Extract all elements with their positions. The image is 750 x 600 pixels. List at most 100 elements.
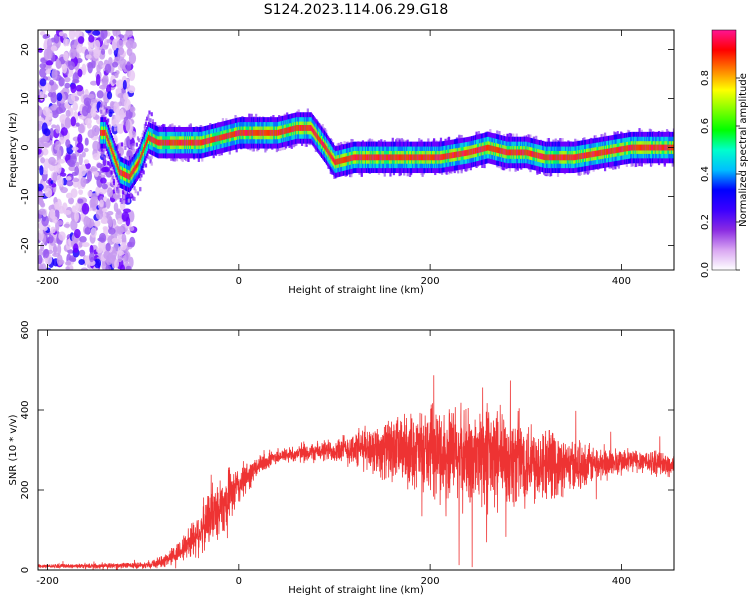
heat-cell: [350, 173, 353, 178]
heat-cell: [308, 125, 311, 131]
heat-cell: [586, 152, 588, 159]
heat-cell: [173, 139, 176, 146]
heat-cell: [502, 148, 505, 155]
heat-cell: [336, 143, 339, 148]
heat-cell: [408, 171, 412, 176]
heat-cell: [461, 150, 464, 157]
heat-cell: [640, 129, 643, 134]
heat-cell: [496, 146, 498, 153]
heat-cell: [55, 140, 62, 148]
heat-cell: [283, 145, 286, 150]
heat-cell: [188, 139, 190, 146]
heat-cell: [148, 118, 151, 123]
heat-cell: [289, 126, 291, 133]
heat-cell: [471, 148, 473, 155]
heat-cell: [132, 145, 135, 150]
heat-cell: [616, 131, 619, 136]
heat-cell: [572, 154, 575, 161]
heat-cell: [102, 112, 105, 117]
heat-cell: [116, 79, 124, 90]
heat-cell: [124, 98, 131, 111]
heat-cell: [577, 153, 579, 160]
heat-cell: [335, 159, 337, 165]
heat-cell: [143, 147, 145, 153]
heat-cell: [147, 137, 149, 144]
heat-cell: [343, 157, 345, 163]
heat-cell: [487, 144, 489, 151]
heat-cell: [383, 154, 385, 161]
heat-cell: [218, 152, 221, 157]
heat-cell: [78, 249, 86, 257]
heat-cell: [107, 160, 110, 165]
heat-cell: [535, 151, 537, 158]
heat-cell: [112, 30, 118, 37]
heat-cell: [160, 124, 164, 129]
heat-cell: [117, 92, 125, 99]
heat-cell: [552, 139, 555, 144]
heat-cell: [552, 154, 554, 161]
heat-cell: [106, 91, 113, 100]
heat-cell: [498, 131, 501, 136]
heat-cell: [262, 129, 265, 136]
heat-cell: [591, 151, 594, 158]
heat-cell: [111, 175, 114, 180]
heat-cell: [306, 125, 309, 131]
heat-cell: [284, 127, 287, 134]
heat-cell: [420, 171, 423, 176]
heat-cell: [106, 135, 109, 142]
heat-cell: [103, 105, 106, 110]
heat-cell: [321, 139, 323, 146]
heat-cell: [536, 170, 539, 175]
heat-cell: [81, 242, 90, 248]
heat-cell: [227, 132, 229, 139]
heat-cell: [264, 148, 267, 153]
heat-cell: [422, 154, 424, 161]
heat-cell: [100, 30, 108, 40]
heat-cell: [509, 149, 511, 156]
heat-cell: [75, 161, 80, 168]
heat-cell: [398, 139, 401, 144]
heat-cell: [100, 177, 107, 184]
heat-cell: [389, 172, 392, 177]
heat-cell: [458, 134, 461, 139]
heat-cell: [129, 236, 136, 248]
heat-cell: [595, 150, 597, 157]
heat-cell: [70, 188, 78, 198]
heat-cell: [649, 129, 653, 134]
heat-cell: [472, 148, 474, 155]
heat-cell: [70, 83, 77, 94]
heat-cell: [431, 154, 433, 161]
heat-cell: [295, 125, 297, 132]
heat-cell: [367, 154, 370, 161]
heat-cell: [359, 154, 361, 161]
heat-cell: [488, 144, 490, 151]
heat-cell: [49, 127, 54, 140]
heat-cell: [175, 157, 179, 162]
heat-cell: [55, 106, 63, 115]
heat-cell: [550, 154, 553, 161]
heat-cell: [113, 101, 120, 114]
heat-cell: [385, 154, 387, 161]
heat-cell: [271, 129, 273, 136]
heat-cell: [582, 152, 584, 159]
heat-cell: [197, 157, 200, 162]
heat-cell: [110, 170, 113, 175]
heat-cell: [423, 154, 425, 161]
heat-cell: [38, 191, 44, 199]
heat-cell: [505, 149, 508, 156]
heat-cell: [144, 163, 148, 168]
heat-cell: [86, 170, 93, 182]
heat-cell: [117, 246, 123, 257]
heat-cell: [38, 183, 44, 191]
heat-cell: [225, 133, 227, 140]
heat-cell: [64, 116, 71, 129]
heat-cell: [165, 139, 167, 146]
heat-cell: [353, 154, 356, 161]
heat-cell: [65, 239, 72, 251]
heat-cell: [570, 154, 573, 161]
heat-cell: [225, 118, 228, 123]
heat-cell: [511, 149, 513, 156]
heat-cell: [107, 137, 110, 144]
heat-cell: [590, 151, 593, 158]
heat-cell: [352, 154, 355, 161]
